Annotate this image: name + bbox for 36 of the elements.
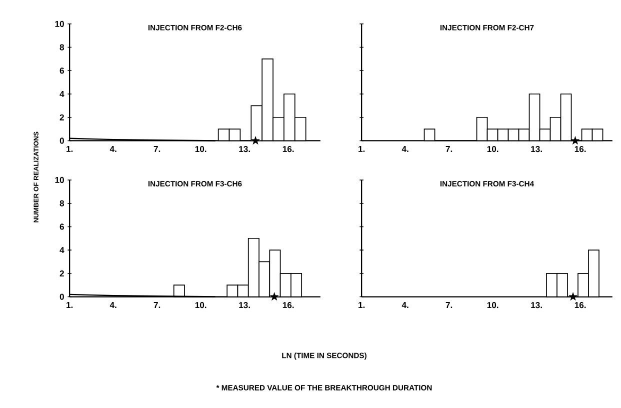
- y-tick-label: 8: [60, 44, 64, 50]
- y-tick-label: 6: [60, 68, 64, 74]
- x-tick-label: 16.: [282, 302, 294, 308]
- y-tick-label: 2: [60, 114, 64, 120]
- y-tick-label: 10: [55, 177, 64, 184]
- x-tick-label: 10.: [487, 302, 498, 308]
- x-tick-label: 7.: [154, 146, 160, 152]
- x-tick-label: 7.: [446, 302, 452, 308]
- x-tick-label: 16.: [574, 146, 586, 152]
- x-tick-label: 4.: [402, 302, 408, 308]
- x-tick-label: 13.: [531, 146, 542, 152]
- y-tick-label: 0: [60, 294, 64, 300]
- y-tick-label: 6: [60, 224, 64, 230]
- x-tick-label: 7.: [154, 302, 160, 308]
- x-tick-label: 10.: [195, 302, 206, 308]
- x-tick-label: 16.: [282, 146, 294, 152]
- y-tick-label: 8: [60, 200, 64, 206]
- y-tick-label: 4: [60, 91, 64, 98]
- y-tick-label: 0: [60, 138, 64, 144]
- x-tick-label: 1.: [66, 146, 73, 152]
- x-tick-label: 1.: [358, 302, 365, 308]
- x-tick-label: 4.: [110, 146, 116, 152]
- x-tick-label: 1.: [66, 302, 73, 308]
- x-tick-label: 1.: [358, 146, 365, 152]
- x-tick-label: 7.: [446, 146, 452, 152]
- x-tick-label: 4.: [110, 302, 116, 308]
- y-tick-label: 2: [60, 270, 64, 276]
- x-tick-label: 13.: [239, 146, 250, 152]
- x-tick-label: 13.: [531, 302, 542, 308]
- x-tick-label: 10.: [195, 146, 206, 152]
- y-tick-label: 10: [55, 20, 64, 28]
- x-tick-label: 16.: [574, 302, 586, 308]
- x-tick-label: 10.: [487, 146, 498, 152]
- x-tick-label: 4.: [402, 146, 408, 152]
- x-tick-label: 13.: [239, 302, 250, 308]
- y-tick-label: 4: [60, 247, 64, 254]
